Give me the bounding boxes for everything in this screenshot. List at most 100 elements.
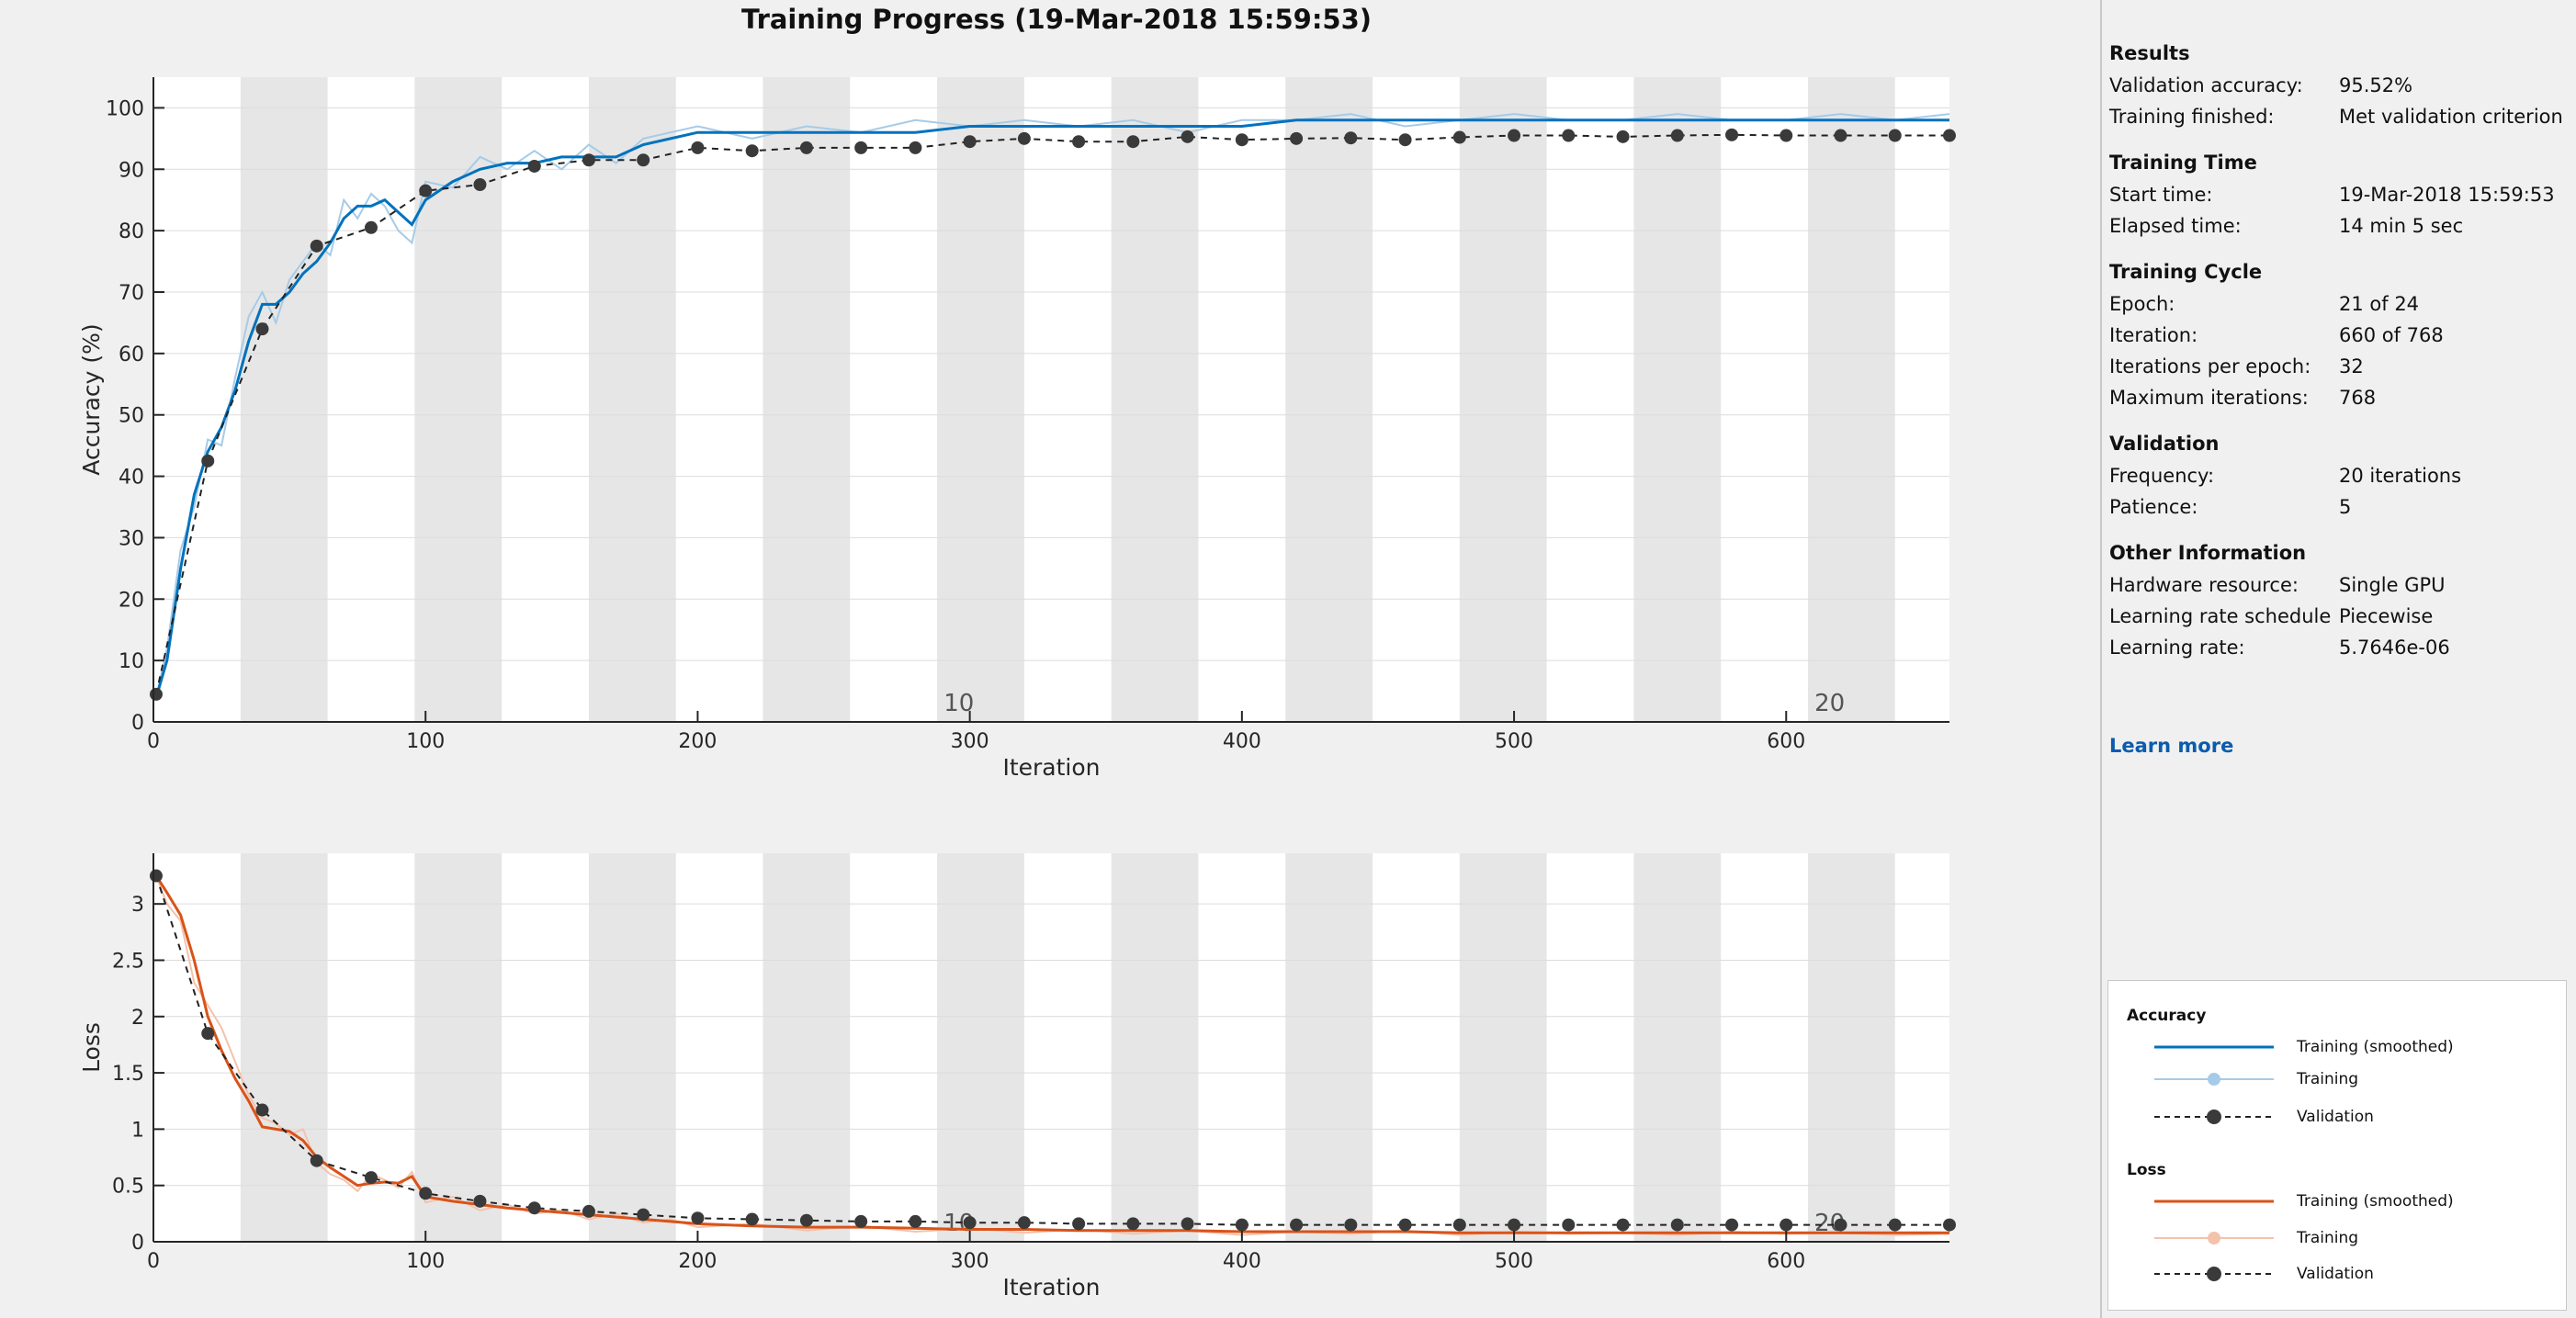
x-tick-label: 200 (678, 730, 717, 753)
loss-validation-point (637, 1208, 650, 1222)
info-label: Validation accuracy: (2109, 74, 2303, 96)
other-information-heading: Other Information (2109, 542, 2307, 564)
line-marker-swatch-icon (2154, 1073, 2274, 1086)
training-finished-row: Training finished: Met validation criteri… (2109, 106, 2563, 128)
legend-loss-validation: Validation (2127, 1265, 2559, 1283)
epoch-band (1633, 77, 1722, 722)
elapsed-time-row: Elapsed time: 14 min 5 sec (2109, 215, 2463, 237)
maximum-iterations-row: Maximum iterations: 768 (2109, 387, 2376, 409)
dashed-marker-swatch-icon (2154, 1110, 2274, 1124)
legend-label: Training (smoothed) (2297, 1192, 2454, 1211)
loss-validation-point (419, 1187, 433, 1200)
info-panel: Results Validation accuracy: 95.52% Train… (2100, 0, 2576, 1318)
y-tick-label: 2 (131, 1007, 144, 1030)
learn-more-link[interactable]: Learn more (2109, 735, 2234, 757)
accuracy-validation-point (149, 687, 163, 701)
info-label: Maximum iterations: (2109, 387, 2309, 409)
accuracy-validation-point (1834, 129, 1847, 142)
y-tick-label: 40 (119, 467, 144, 490)
epoch-band (763, 77, 851, 722)
loss-validation-point (1344, 1218, 1358, 1232)
loss-validation-point (854, 1214, 868, 1228)
epoch-label: 20 (1814, 690, 1845, 717)
x-tick-label: 0 (147, 730, 160, 753)
accuracy-validation-point (1344, 131, 1358, 145)
learning-rate-schedule-row: Learning rate schedule Piecewise (2109, 605, 2433, 627)
accuracy-validation-point (1888, 129, 1902, 142)
y-tick-label: 50 (119, 405, 144, 428)
start-time-row: Start time: 19-Mar-2018 15:59:53 (2109, 184, 2555, 206)
y-axis-label: Loss (78, 1022, 105, 1073)
accuracy-validation-point (1508, 129, 1521, 142)
loss-validation-point (364, 1171, 378, 1185)
epoch-band (240, 853, 328, 1242)
accuracy-validation-point (1725, 128, 1739, 141)
accuracy-validation-point (1017, 131, 1031, 145)
x-axis-label: Iteration (1002, 1274, 1100, 1301)
y-tick-label: 70 (119, 282, 144, 305)
info-label: Epoch: (2109, 293, 2175, 315)
info-value: Piecewise (2339, 605, 2434, 627)
accuracy-validation-point (691, 141, 705, 154)
accuracy-validation-point (1235, 133, 1248, 147)
info-value: 5.7646e-06 (2339, 636, 2450, 659)
accuracy-validation-point (201, 454, 215, 467)
epoch-band (1807, 853, 1895, 1242)
y-tick-label: 60 (119, 344, 144, 366)
info-label: Hardware resource: (2109, 574, 2299, 596)
frequency-row: Frequency: 20 iterations (2109, 465, 2461, 487)
info-label: Patience: (2109, 496, 2198, 518)
loss-validation-point (691, 1211, 705, 1225)
x-tick-label: 400 (1223, 730, 1261, 753)
loss-validation-point (909, 1214, 922, 1228)
info-value: 19-Mar-2018 15:59:53 (2339, 184, 2555, 206)
y-tick-label: 0.5 (112, 1176, 144, 1199)
loss-validation-point (963, 1216, 977, 1230)
accuracy-validation-point (527, 159, 541, 173)
loss-validation-point (1072, 1217, 1086, 1231)
y-tick-label: 30 (119, 527, 144, 550)
learning-rate-row: Learning rate: 5.7646e-06 (2109, 636, 2450, 659)
info-value: 32 (2339, 355, 2364, 377)
legend-accuracy-heading: Accuracy (2127, 1007, 2207, 1025)
loss-validation-point (1398, 1218, 1412, 1232)
accuracy-validation-line (155, 133, 1949, 695)
epoch-band (1285, 853, 1373, 1242)
info-label: Frequency: (2109, 465, 2215, 487)
info-label: Iterations per epoch: (2109, 355, 2311, 377)
epoch-band (937, 853, 1024, 1242)
info-label: Learning rate schedule (2109, 605, 2332, 627)
accuracy-validation-point (909, 141, 922, 154)
loss-validation-point (799, 1213, 813, 1227)
loss-validation-point (1508, 1218, 1521, 1232)
hardware-resource-row: Hardware resource: Single GPU (2109, 574, 2446, 596)
y-tick-label: 0 (131, 1232, 144, 1255)
loss-validation-point (1290, 1218, 1304, 1232)
accuracy-validation-point (1616, 130, 1630, 143)
info-label: Elapsed time: (2109, 215, 2242, 237)
accuracy-validation-point (1670, 129, 1684, 142)
info-value: 14 min 5 sec (2339, 215, 2464, 237)
legend: Accuracy Training (smoothed) Training Va… (2107, 980, 2567, 1311)
legend-loss-smoothed: Training (smoothed) (2127, 1192, 2559, 1211)
loss-validation-line (155, 875, 1949, 1226)
x-tick-label: 0 (147, 1250, 160, 1273)
validation-heading: Validation (2109, 433, 2220, 455)
info-label: Iteration: (2109, 324, 2198, 346)
y-tick-label: 1 (131, 1119, 144, 1142)
x-tick-label: 600 (1767, 1250, 1805, 1273)
info-value: Single GPU (2339, 574, 2446, 596)
accuracy-validation-point (1290, 131, 1304, 145)
accuracy-validation-point (364, 220, 378, 234)
epoch-band (1459, 77, 1547, 722)
x-tick-label: 300 (951, 730, 989, 753)
dashed-marker-swatch-icon (2154, 1267, 2274, 1281)
accuracy-validation-point (1181, 130, 1194, 143)
accuracy-validation-point (310, 239, 323, 253)
x-tick-label: 200 (678, 1250, 717, 1273)
accuracy-validation-point (1072, 135, 1086, 149)
info-value: 20 iterations (2339, 465, 2462, 487)
epoch-band (588, 77, 676, 722)
loss-validation-point (1779, 1218, 1793, 1232)
